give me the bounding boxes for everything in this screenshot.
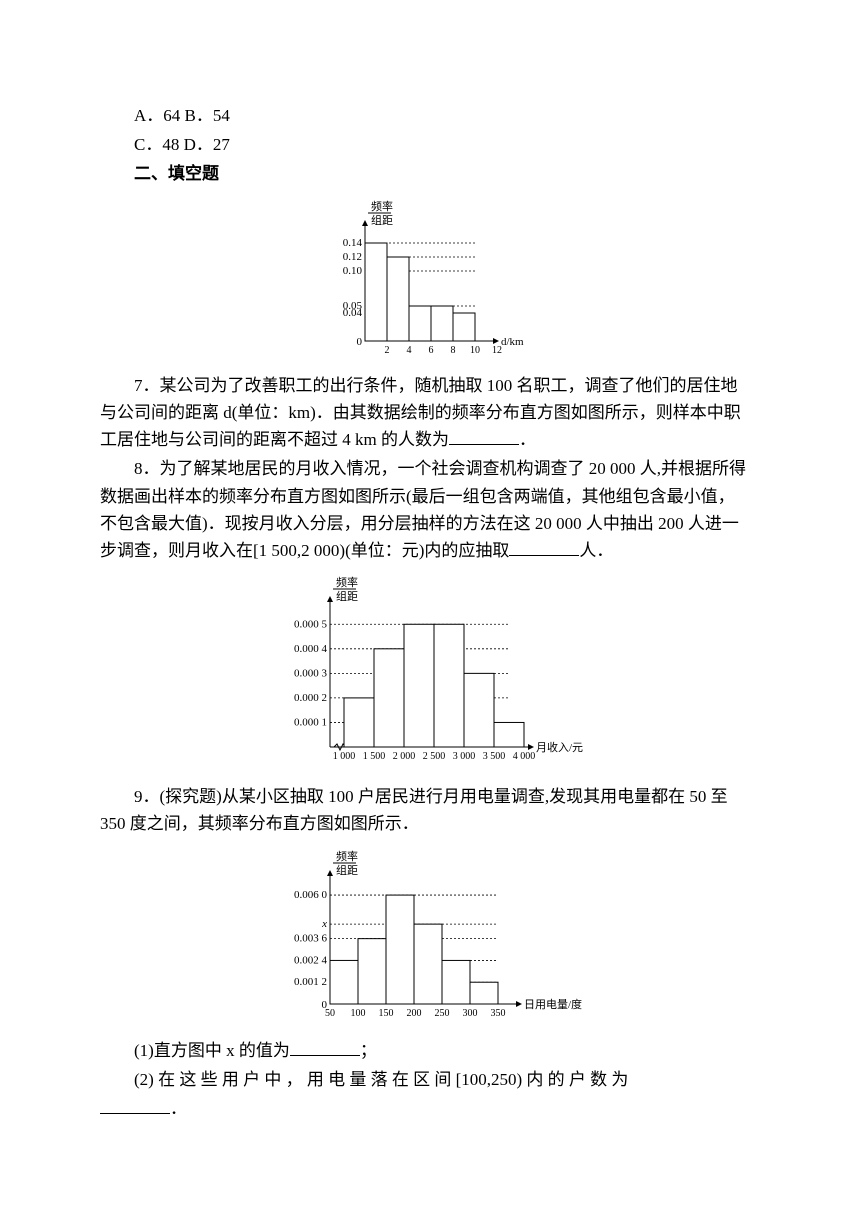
- svg-text:0.000 2: 0.000 2: [294, 692, 327, 704]
- svg-text:0.000 5: 0.000 5: [294, 618, 328, 630]
- svg-text:0.10: 0.10: [343, 265, 363, 277]
- q8-suffix: 人．: [579, 541, 613, 560]
- chart-2: 频率组距 0.000 5 0.000 4 0.000 3 0.000 2 0.000 1 1…: [100, 572, 750, 775]
- q9s1-suffix: ；: [360, 1041, 377, 1060]
- svg-text:3 500: 3 500: [483, 751, 506, 762]
- svg-text:150: 150: [379, 1008, 394, 1019]
- svg-text:250: 250: [435, 1008, 450, 1019]
- svg-text:0: 0: [357, 336, 363, 348]
- question-7: 7．某公司为了改善职工的出行条件，随机抽取 100 名职工，调查了他们的居住地与…: [100, 372, 750, 454]
- svg-text:0.04: 0.04: [343, 307, 363, 319]
- q7-blank[interactable]: [449, 428, 519, 445]
- question-9-sub1: (1)直方图中 x 的值为 ；: [100, 1037, 750, 1064]
- svg-text:3 000: 3 000: [453, 751, 476, 762]
- svg-text:频率: 频率: [371, 199, 393, 213]
- svg-text:d/km: d/km: [501, 336, 524, 348]
- svg-text:组距: 组距: [336, 863, 358, 877]
- svg-text:350: 350: [491, 1008, 506, 1019]
- svg-text:8: 8: [451, 345, 456, 356]
- svg-text:0.000 1: 0.000 1: [294, 717, 327, 729]
- svg-text:频率: 频率: [336, 575, 358, 589]
- q7-text: 7．某公司为了改善职工的出行条件，随机抽取 100 名职工，调查了他们的居住地与…: [100, 376, 741, 449]
- option-line-2: C．48 D．27: [100, 131, 750, 158]
- svg-text:6: 6: [429, 345, 434, 356]
- svg-text:0.000 4: 0.000 4: [294, 643, 328, 655]
- svg-text:0.006 0: 0.006 0: [294, 889, 328, 901]
- q7-suffix: ．: [519, 430, 536, 449]
- svg-text:2 500: 2 500: [423, 751, 446, 762]
- svg-text:0.12: 0.12: [343, 251, 362, 263]
- svg-text:日用电量/度: 日用电量/度: [524, 997, 582, 1011]
- svg-text:频率: 频率: [336, 849, 358, 863]
- svg-text:4: 4: [407, 345, 412, 356]
- q9s2-suffix: ．: [170, 1099, 187, 1118]
- svg-text:1 000: 1 000: [333, 751, 356, 762]
- svg-text:100: 100: [351, 1008, 366, 1019]
- q9s2-text: (2) 在 这 些 用 户 中 ， 用 电 量 落 在 区 间 [100,250…: [134, 1070, 628, 1089]
- chart-1: 频率组距0.140.120.100.050.04024681012d/km: [100, 196, 750, 364]
- svg-text:2 000: 2 000: [393, 751, 416, 762]
- svg-text:0.14: 0.14: [343, 237, 363, 249]
- question-9: 9．(探究题)从某小区抽取 100 户居民进行月用电量调查,发现其用电量都在 5…: [100, 783, 750, 837]
- svg-text:200: 200: [407, 1008, 422, 1019]
- svg-text:0.001 2: 0.001 2: [294, 976, 327, 988]
- svg-text:50: 50: [325, 1008, 335, 1019]
- svg-text:月收入/元: 月收入/元: [536, 740, 583, 754]
- q9s2-blank[interactable]: [100, 1097, 170, 1114]
- svg-text:组距: 组距: [336, 589, 358, 603]
- chart-3: 频率组距0.006 0x0.003 60.002 40.001 20501001…: [100, 846, 750, 1029]
- svg-text:1 500: 1 500: [363, 751, 386, 762]
- svg-text:300: 300: [463, 1008, 478, 1019]
- option-line-1: A．64 B．54: [100, 102, 750, 129]
- svg-text:组距: 组距: [371, 213, 393, 227]
- q8-blank[interactable]: [509, 539, 579, 556]
- q9s1-blank[interactable]: [290, 1039, 360, 1056]
- q8-text: 8．为了解某地居民的月收入情况，一个社会调查机构调查了 20 000 人,并根据…: [100, 459, 746, 560]
- svg-text:0.003 6: 0.003 6: [294, 932, 328, 944]
- svg-text:4 000: 4 000: [513, 751, 536, 762]
- svg-text:x: x: [321, 918, 327, 930]
- question-9-sub2: (2) 在 这 些 用 户 中 ， 用 电 量 落 在 区 间 [100,250…: [100, 1066, 750, 1093]
- svg-text:0.002 4: 0.002 4: [294, 954, 328, 966]
- svg-text:10: 10: [470, 345, 480, 356]
- svg-text:0.000 3: 0.000 3: [294, 667, 328, 679]
- svg-text:2: 2: [385, 345, 390, 356]
- q9s1-text: (1)直方图中 x 的值为: [134, 1041, 290, 1060]
- question-9-sub2-blank-line: ．: [100, 1095, 750, 1122]
- section-title: 二、填空题: [100, 160, 750, 187]
- question-8: 8．为了解某地居民的月收入情况，一个社会调查机构调查了 20 000 人,并根据…: [100, 455, 750, 564]
